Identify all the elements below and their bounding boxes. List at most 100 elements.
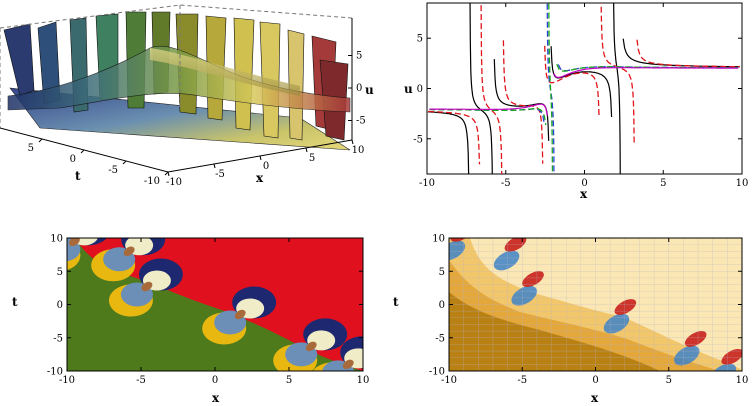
surface-x-tick-label: -5 <box>215 169 225 180</box>
surface-t-tick-label: -10 <box>144 176 160 187</box>
surface-x-tick <box>305 147 308 153</box>
line-y-label: u <box>404 82 413 96</box>
line-x-ticks: -10 -5 0 5 10 <box>419 3 748 189</box>
contour-core <box>342 359 354 370</box>
surface-wall <box>150 48 300 96</box>
y-tick-label: 0 <box>57 300 63 311</box>
y-tick-label: 0 <box>439 300 445 311</box>
density-blue-blob <box>710 363 737 371</box>
density-red-blob <box>684 330 707 347</box>
contour-lobes <box>67 238 363 371</box>
x-tick-label: 10 <box>357 375 370 386</box>
line-series-group <box>427 3 740 174</box>
x-tick-label: -5 <box>136 375 146 386</box>
y-tick-label: -5 <box>53 333 63 344</box>
line-series-1 <box>544 45 600 118</box>
x-tick-label: 5 <box>286 375 292 386</box>
line-series-3 <box>548 3 554 174</box>
density-red-blob <box>522 271 544 288</box>
density-t-label: t <box>393 295 399 309</box>
surface-x-tick <box>213 163 216 169</box>
surface-ridge <box>7 45 351 113</box>
line-plot-frame <box>426 2 743 175</box>
density-x-label: x <box>591 391 599 405</box>
line-series-1 <box>636 39 740 68</box>
line-series-0 <box>469 3 493 174</box>
y-tick-label: 10 <box>432 234 445 245</box>
x-tick-label: -5 <box>517 375 527 386</box>
surface-x-label: x <box>256 171 264 185</box>
surface-x-tick-label: 10 <box>352 145 365 156</box>
x-tick-label: 0 <box>592 375 598 386</box>
surface-u-tick-label: 0 <box>356 83 362 94</box>
surface-x-tick <box>167 171 170 177</box>
surface-t-tick <box>164 171 169 176</box>
contour-plot: -10 -5 0 5 10 -10 -5 0 5 10 x t <box>12 234 369 406</box>
density-blue-blob <box>493 250 520 271</box>
surface-t-tick <box>38 138 43 143</box>
contour-y-ticks: -10 -5 0 5 10 <box>47 234 363 378</box>
x-tick-label: -10 <box>59 375 75 386</box>
surface-t-tick-label: 0 <box>70 154 76 165</box>
surface-x-tick <box>351 139 354 145</box>
x-tick-label: 0 <box>581 178 587 189</box>
y-tick-label: 0 <box>417 84 423 95</box>
x-tick-label: 5 <box>666 375 672 386</box>
surface-box <box>0 4 353 128</box>
surface-u-tick-label: -5 <box>356 116 366 127</box>
surface-x-tick <box>259 155 262 161</box>
surface-u-ticks: -5 0 5 <box>348 51 366 127</box>
y-tick-label: -10 <box>429 367 445 378</box>
x-tick-label: -10 <box>419 178 435 189</box>
x-tick-label: -10 <box>441 375 457 386</box>
y-tick-label: 10 <box>50 234 63 245</box>
x-tick-label: -5 <box>501 178 511 189</box>
contour-t-label: t <box>12 295 18 309</box>
y-tick-label: 5 <box>417 34 423 45</box>
density-blue-blob <box>449 240 466 261</box>
contour-core <box>68 238 80 247</box>
x-tick-label: 5 <box>660 178 666 189</box>
surface-x-tick-label: 5 <box>309 153 315 164</box>
line-series-0 <box>622 38 740 68</box>
surface-t-tick-label: -5 <box>108 165 118 176</box>
surface-x-ticks: -10 -5 0 5 10 <box>166 139 365 188</box>
line-series-1 <box>480 3 503 174</box>
density-red-blob <box>504 238 527 252</box>
contour-x-label: x <box>212 391 220 405</box>
y-tick-label: 5 <box>439 267 445 278</box>
y-tick-label: -5 <box>413 134 423 145</box>
density-x-ticks: -10 -5 0 5 10 <box>441 238 748 386</box>
surface-u-label: u <box>365 83 374 97</box>
density-red-blob <box>721 348 742 365</box>
line-plot: -10 -5 0 5 10 -5 0 5 x u <box>404 2 748 201</box>
surface-t-tick <box>122 160 127 165</box>
line-y-ticks: -5 0 5 <box>413 34 742 145</box>
contour-x-ticks: -10 -5 0 5 10 <box>59 238 369 386</box>
y-tick-label: 5 <box>57 267 63 278</box>
contour-core <box>141 281 153 292</box>
x-tick-label: 10 <box>736 375 749 386</box>
density-blue-blob <box>674 345 700 366</box>
contour-core <box>234 309 246 320</box>
line-x-label: x <box>580 187 588 201</box>
surface-u-tick-label: 5 <box>356 51 362 62</box>
line-series-0 <box>427 111 470 174</box>
density-grid <box>449 238 742 371</box>
y-tick-label: -5 <box>435 333 445 344</box>
density-y-ticks: -10 -5 0 5 10 <box>429 234 742 378</box>
surface-x-tick-label: -10 <box>166 177 182 188</box>
y-tick-label: -10 <box>47 367 63 378</box>
surface-t-tick-label: 5 <box>28 143 34 154</box>
density-plot: -10 -5 0 5 10 -10 -5 0 5 10 x t <box>393 234 748 406</box>
density-blue-blob <box>511 285 537 306</box>
line-series-1 <box>502 40 544 164</box>
line-series-4 <box>429 103 548 116</box>
x-tick-label: 0 <box>212 375 218 386</box>
surface-x-tick-label: 0 <box>263 161 269 172</box>
surface-t-tick <box>80 149 85 154</box>
line-series-4 <box>553 67 739 79</box>
surface-3d-plot: -10 -5 0 5 10 -10 -5 0 5 10 -5 0 5 x t u <box>0 4 374 188</box>
